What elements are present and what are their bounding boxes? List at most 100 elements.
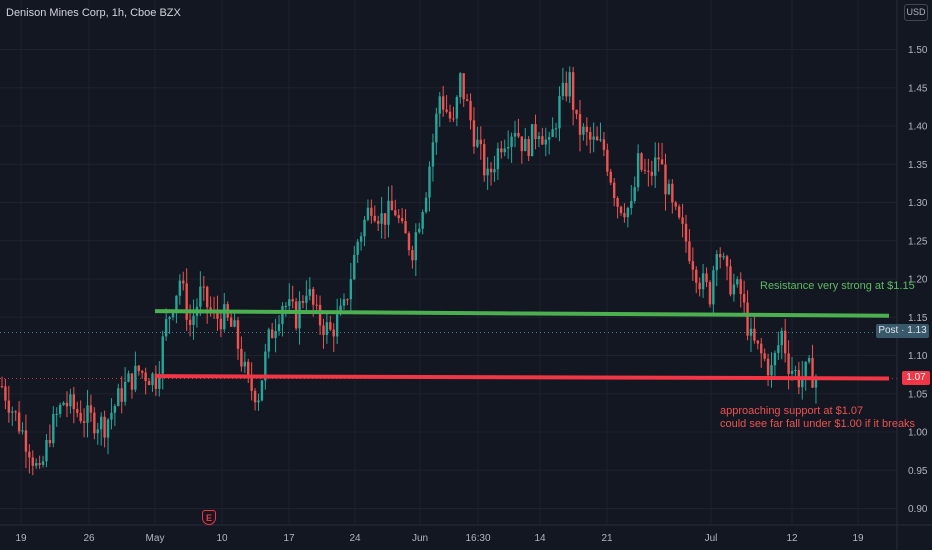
candle — [756, 340, 760, 350]
candle — [739, 272, 742, 308]
y-tick-label: 1.20 — [908, 275, 928, 286]
candle — [185, 268, 188, 331]
candle — [616, 196, 619, 219]
candle — [158, 361, 161, 397]
candle — [640, 152, 643, 172]
candle — [424, 192, 428, 214]
candle — [45, 434, 48, 468]
candle — [479, 126, 482, 160]
candle — [253, 388, 257, 411]
candle — [688, 229, 691, 264]
candle — [736, 276, 739, 288]
candle — [725, 254, 729, 281]
candle — [284, 302, 288, 317]
candle — [602, 131, 606, 157]
candle — [777, 331, 780, 360]
candle — [462, 73, 465, 107]
x-tick-label: 16:30 — [465, 533, 490, 544]
candle — [647, 158, 650, 187]
candle — [117, 383, 120, 407]
candle — [383, 213, 387, 239]
candle — [807, 355, 811, 364]
candle — [21, 422, 24, 435]
candle — [171, 311, 175, 321]
candle — [370, 199, 373, 224]
support-note[interactable]: approaching support at $1.07 could see f… — [720, 405, 915, 431]
y-tick-label: 1.15 — [908, 313, 928, 324]
candle — [517, 118, 520, 139]
candle — [243, 351, 247, 374]
candle — [206, 285, 209, 324]
candle — [483, 139, 486, 182]
y-tick-label: 1.45 — [908, 83, 928, 94]
candle — [715, 250, 718, 287]
candle — [89, 394, 93, 422]
candle — [537, 131, 541, 148]
candle — [99, 412, 103, 446]
candle — [712, 265, 715, 315]
support-note-line1: approaching support at $1.07 — [720, 405, 864, 417]
candle — [257, 393, 260, 411]
candle — [349, 262, 353, 313]
price-axis: 0.90 0.95 1.00 1.05 1.10 1.15 1.20 1.25 1.30 1.35… — [896, 0, 928, 550]
candle — [476, 126, 479, 148]
candle — [288, 283, 291, 313]
candle — [783, 318, 787, 363]
candle — [760, 337, 763, 368]
currency-selector[interactable]: USD — [904, 4, 928, 21]
candle — [161, 330, 164, 390]
candle — [592, 122, 595, 153]
candle — [787, 340, 790, 390]
candle — [4, 378, 7, 410]
candle — [151, 372, 154, 392]
candle — [650, 160, 653, 186]
candle — [178, 274, 182, 305]
candle — [397, 209, 400, 224]
x-tick-label: 14 — [534, 533, 546, 544]
candle — [705, 267, 708, 288]
candle — [270, 322, 274, 339]
support-note-line2: could see far fall under $1.00 if it bre… — [720, 418, 916, 430]
candle — [144, 367, 147, 395]
candle — [188, 304, 192, 337]
candle — [294, 297, 298, 331]
candle — [41, 455, 45, 468]
earnings-icon[interactable]: E — [202, 510, 216, 525]
trend-lines[interactable] — [154, 309, 890, 381]
candle — [154, 365, 158, 396]
candle — [96, 422, 99, 445]
x-tick-label: 24 — [349, 533, 361, 544]
candle — [414, 223, 418, 277]
candle — [17, 401, 21, 435]
last-price-badge: 1.07 — [902, 371, 930, 385]
candle — [291, 285, 294, 309]
support-line[interactable] — [154, 374, 890, 381]
candle — [380, 197, 383, 239]
y-tick-label: 0.90 — [908, 504, 928, 515]
resistance-note[interactable]: Resistance very strong at $1.15 — [760, 280, 915, 292]
y-tick-label: 1.10 — [908, 351, 928, 362]
x-tick-label: Jul — [705, 533, 718, 544]
candle — [749, 317, 753, 352]
candle — [534, 114, 537, 150]
candle — [708, 280, 712, 308]
candle — [250, 362, 253, 401]
x-tick-label: 19 — [852, 533, 864, 544]
candle — [308, 277, 311, 301]
candle — [558, 86, 561, 142]
candle — [11, 406, 14, 426]
candle — [595, 126, 599, 141]
x-tick-label: 17 — [283, 533, 295, 544]
candle — [530, 123, 534, 157]
candle — [527, 136, 530, 162]
resistance-line[interactable] — [154, 309, 890, 318]
candle — [182, 271, 185, 291]
candle — [780, 327, 783, 360]
candle — [192, 299, 195, 340]
candle — [493, 155, 496, 182]
candle — [770, 352, 773, 388]
candle — [387, 186, 390, 238]
candle — [619, 205, 623, 216]
candle — [373, 205, 376, 223]
